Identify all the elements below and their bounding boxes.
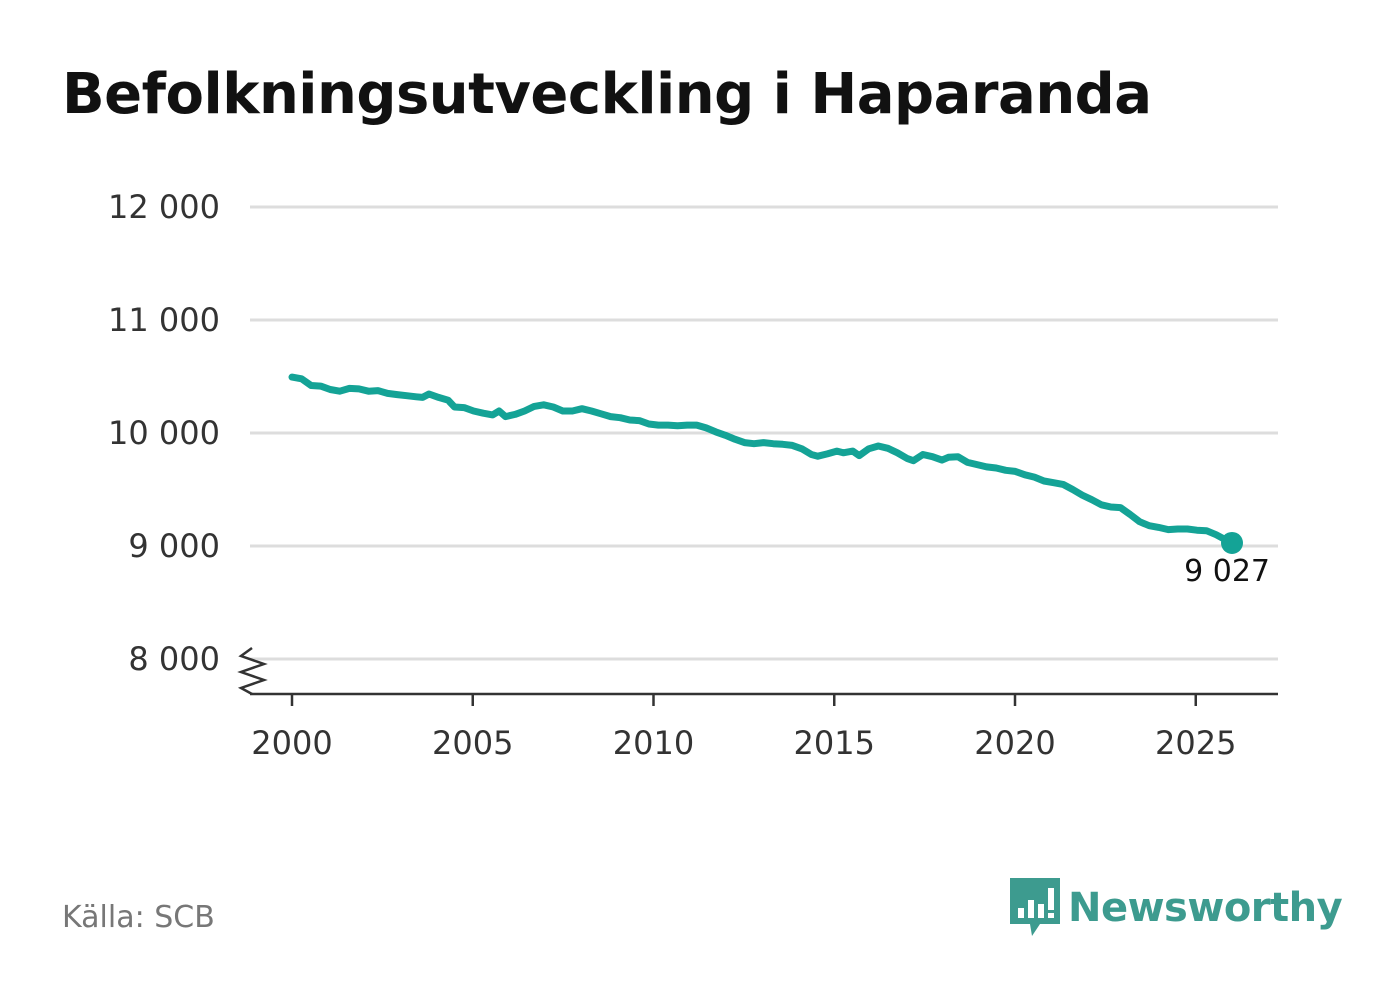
y-axis-break-icon	[237, 646, 268, 696]
x-tick-label: 2010	[613, 724, 694, 762]
chart-title: Befolkningsutveckling i Haparanda	[62, 62, 1152, 127]
series-line	[288, 373, 1236, 547]
x-tick-label: 2000	[251, 724, 332, 762]
y-tick-label: 9 000	[128, 527, 220, 565]
y-axis-tick-labels: 8 000 9 000 10 000 11 000 12 000	[108, 188, 220, 678]
y-tick-label: 12 000	[108, 188, 220, 226]
bar-chart-speech-bubble-icon	[1010, 878, 1060, 936]
y-tick-label: 11 000	[108, 301, 220, 339]
source-note: Källa: SCB	[62, 900, 215, 935]
x-tick-label: 2015	[794, 724, 875, 762]
x-axis: 2000 2005 2010 2015 2020 2025	[250, 692, 1278, 762]
y-tick-label: 10 000	[108, 414, 220, 452]
gridlines	[250, 205, 1278, 661]
y-tick-label: 8 000	[128, 640, 220, 678]
end-value-label: 9 027	[1184, 554, 1270, 589]
x-tick-label: 2005	[432, 724, 513, 762]
x-tick-label: 2020	[974, 724, 1055, 762]
brand-name: Newsworthy	[1068, 885, 1343, 931]
brand-logo[interactable]: Newsworthy	[1010, 878, 1343, 938]
x-tick-label: 2025	[1155, 724, 1236, 762]
end-point-marker	[1221, 531, 1243, 554]
